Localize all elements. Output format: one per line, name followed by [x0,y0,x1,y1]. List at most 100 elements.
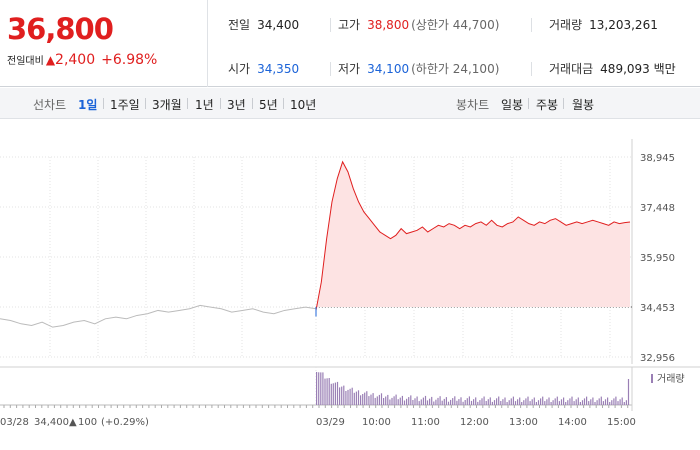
tab-1year[interactable]: 1년 [195,98,214,112]
volume-bar [596,400,598,405]
volume-bar [395,394,397,405]
prev-day-change-pct: (+0.29%) [101,417,149,428]
volume-bar [349,388,351,405]
volume-bar [443,398,445,405]
x-time-label: 11:00 [411,417,440,428]
change-amount: 2,400 [55,52,96,68]
volume-bar [330,383,332,405]
volume-bar [514,401,517,405]
divider [563,98,564,109]
y-tick-label: 35,950 [640,253,675,264]
volume-bar [609,402,611,405]
volume-bar [544,401,546,405]
volume-bar [571,396,573,405]
volume-bar [575,399,577,405]
volume-bar [594,402,596,405]
volume-bar [583,398,586,405]
prev-day-change: 100 [78,417,97,428]
volume-bar [399,397,401,405]
tab-weekly-candle[interactable]: 주봉 [536,98,559,112]
volume-bar [625,400,627,405]
tab-3month[interactable]: 3개월 [152,98,182,112]
trade-amount-unit: 백만 [653,62,676,76]
open-value: 34,350 [257,62,300,76]
volume-bar [563,397,565,405]
high-value: 38,800 [367,18,410,32]
divider [103,98,104,109]
volume-bar [519,397,521,405]
volume-bar [598,398,600,405]
tab-daily-candle[interactable]: 일봉 [501,98,524,112]
x-time-label: 14:00 [558,417,587,428]
volume-bar [397,399,399,405]
quote-summary: 36,800 전일대비 ▲2,400 +6.98% 전일 34,400 고가 38,80… [0,0,700,87]
volume-bar [332,383,334,405]
volume-bar [460,397,462,405]
tab-1day[interactable]: 1일 [78,98,98,112]
volume-bar [406,398,408,405]
volume-bar [372,393,374,405]
divider [330,18,331,32]
volume-bar [592,397,594,405]
volume-bar [316,372,318,405]
volume-bar [336,381,339,405]
volume-bar [510,398,512,405]
trade-amount-label: 거래대금 [549,62,594,76]
x-time-label: 13:00 [509,417,538,428]
volume-bar [569,398,571,405]
volume-bar [418,401,420,405]
volume-bar [619,399,621,405]
divider [528,98,529,109]
volume-bar [602,401,604,405]
up-arrow-icon: ▲ [45,53,56,67]
volume-bar [542,396,544,405]
tab-10year[interactable]: 10년 [290,98,317,112]
volume-bar [523,400,525,405]
volume-bar [370,394,372,405]
prev-day-line [0,304,317,328]
trade-amount-value: 489,093 [600,62,650,76]
y-tick-label: 38,945 [640,153,675,164]
current-price: 36,800 [7,12,114,46]
volume-bar [525,398,527,405]
high-price: 고가 38,800 (상한가 44,700) [338,16,499,33]
x-time-label: 10:00 [362,417,391,428]
volume-bar [464,400,466,405]
change-percent: +6.98% [101,52,158,68]
volume-bar [374,397,376,405]
low-price: 저가 34,100 (하한가 24,100) [338,60,499,77]
price-lines [0,160,631,328]
line-chart-heading: 선차트 [33,98,67,112]
volume-bar [362,394,364,405]
change-row: 전일대비 ▲2,400 +6.98% [7,52,157,68]
divider [145,98,146,109]
volume-bar [420,399,422,405]
volume-bar [588,401,590,405]
volume-bar [458,399,460,405]
tab-1week[interactable]: 1주일 [110,98,140,112]
volume-bar [613,398,615,405]
volume-legend-label: 거래량 [657,373,685,385]
volume-bar [475,397,477,405]
divider [220,98,221,109]
tab-5year[interactable]: 5년 [259,98,278,112]
volume-bar [368,396,370,405]
volume-bar [403,400,406,405]
volume-bar [437,397,439,405]
volume-bar [550,402,552,405]
divider [531,62,532,76]
volume-bar [556,396,558,405]
volume-bar [621,397,623,405]
volume-bar [429,398,431,405]
tab-monthly-candle[interactable]: 월봉 [572,98,595,112]
divider [330,62,331,76]
tab-3year[interactable]: 3년 [227,98,246,112]
volume-bar [615,396,617,405]
volume-bar [441,400,443,405]
volume-bar [322,372,324,405]
volume: 거래량 13,203,261 [549,16,658,33]
volume-bar [508,400,510,405]
volume-bar [477,401,479,405]
volume-bar [552,400,554,405]
volume-bar [481,398,483,405]
